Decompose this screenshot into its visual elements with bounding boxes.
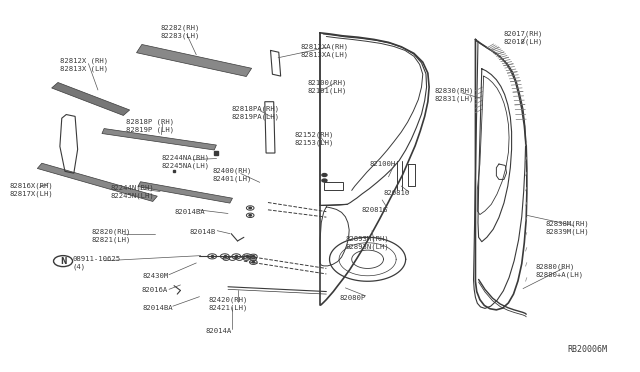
Circle shape	[249, 207, 252, 209]
Text: 82081G: 82081G	[362, 207, 388, 213]
Text: 82244NA(RH)
82245NA(LH): 82244NA(RH) 82245NA(LH)	[161, 155, 209, 169]
Text: 82816X(RH)
82817X(LH): 82816X(RH) 82817X(LH)	[9, 182, 53, 197]
Text: 82812XA(RH)
82813XA(LH): 82812XA(RH) 82813XA(LH)	[301, 43, 349, 58]
Text: 82014BA: 82014BA	[174, 209, 205, 215]
Text: 82016A: 82016A	[141, 288, 167, 294]
Text: 82818P (RH)
82819P (LH): 82818P (RH) 82819P (LH)	[127, 118, 175, 133]
Circle shape	[322, 179, 327, 182]
Text: 08911-10625
(4): 08911-10625 (4)	[72, 256, 121, 270]
Bar	[324, 182, 343, 190]
Polygon shape	[52, 83, 130, 115]
Text: 82830(RH)
82831(LH): 82830(RH) 82831(LH)	[434, 87, 474, 102]
Text: 82812X (RH)
82813X (LH): 82812X (RH) 82813X (LH)	[60, 58, 108, 72]
Polygon shape	[138, 182, 232, 203]
Text: 82100H: 82100H	[369, 161, 396, 167]
Text: 82014B: 82014B	[190, 229, 216, 235]
Polygon shape	[37, 163, 157, 202]
Text: 82282(RH)
82283(LH): 82282(RH) 82283(LH)	[161, 25, 200, 39]
Text: 82080P: 82080P	[339, 295, 365, 301]
Text: RB20006M: RB20006M	[568, 344, 607, 353]
Text: 82880(RH)
82880+A(LH): 82880(RH) 82880+A(LH)	[536, 263, 584, 278]
Circle shape	[322, 174, 327, 176]
Circle shape	[249, 215, 252, 216]
Text: 82014A: 82014A	[206, 328, 232, 334]
Text: 82818PA(RH)
82819PA(LH): 82818PA(RH) 82819PA(LH)	[231, 105, 279, 120]
Text: 82838M(RH)
82839M(LH): 82838M(RH) 82839M(LH)	[545, 221, 589, 235]
Polygon shape	[102, 129, 216, 150]
Text: 82014BA: 82014BA	[142, 305, 173, 311]
Text: 82152(RH)
82153(LH): 82152(RH) 82153(LH)	[294, 131, 334, 145]
Text: 820810: 820810	[383, 190, 410, 196]
Polygon shape	[136, 45, 252, 77]
Text: 82420(RH)
82421(LH): 82420(RH) 82421(LH)	[209, 297, 248, 311]
Text: 82893M(RH)
82893N(LH): 82893M(RH) 82893N(LH)	[346, 235, 389, 250]
Text: 82430M: 82430M	[142, 273, 168, 279]
Circle shape	[252, 256, 255, 257]
Text: 82820(RH)
82821(LH): 82820(RH) 82821(LH)	[92, 228, 131, 243]
Text: 82017(RH)
82018(LH): 82017(RH) 82018(LH)	[504, 31, 543, 45]
Circle shape	[252, 262, 255, 263]
Text: 82100(RH)
82101(LH): 82100(RH) 82101(LH)	[307, 80, 347, 94]
Text: 82400(RH)
82401(LH): 82400(RH) 82401(LH)	[212, 168, 252, 182]
Text: 82244N(RH)
82245N(LH): 82244N(RH) 82245N(LH)	[111, 184, 154, 199]
Text: N: N	[60, 257, 67, 266]
